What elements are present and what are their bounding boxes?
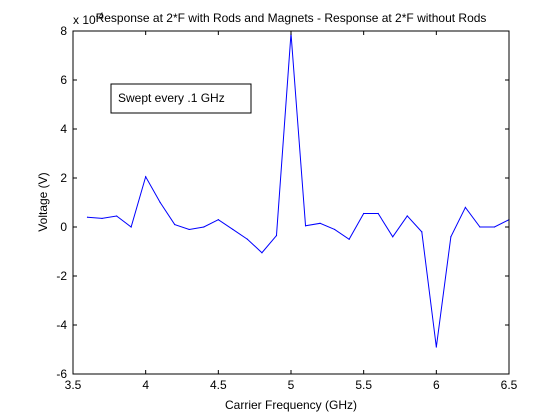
y-tick-label: -4 [56, 318, 67, 332]
data-point [87, 217, 88, 218]
data-point [436, 346, 437, 347]
data-point [363, 213, 364, 214]
data-point [218, 219, 219, 220]
data-point [232, 229, 233, 230]
y-axis-label: Voltage (V) [36, 172, 50, 231]
data-point [465, 207, 466, 208]
y-tick-label: 0 [60, 220, 67, 234]
y-tick-label: 4 [60, 122, 67, 136]
data-point [101, 218, 102, 219]
data-point [276, 235, 277, 236]
y-tick-label: 6 [60, 73, 67, 87]
data-point [319, 223, 320, 224]
y-multiplier-exponent: -4 [96, 11, 104, 21]
data-point [247, 239, 248, 240]
data-point [131, 226, 132, 227]
data-point [116, 215, 117, 216]
y-tick-label: 8 [60, 24, 67, 38]
y-tick-label: -2 [56, 269, 67, 283]
x-tick-label: 3.5 [65, 378, 82, 392]
x-tick-label: 4 [142, 378, 149, 392]
x-tick-label: 6.5 [501, 378, 518, 392]
data-point [261, 252, 262, 253]
data-point [479, 226, 480, 227]
data-point [407, 215, 408, 216]
x-tick-label: 6 [433, 378, 440, 392]
data-point [334, 229, 335, 230]
data-point [421, 231, 422, 232]
data-point [145, 176, 146, 177]
data-point [378, 213, 379, 214]
data-point [174, 224, 175, 225]
y-tick-label: -6 [56, 367, 67, 381]
y-tick-label: 2 [60, 171, 67, 185]
data-point [160, 202, 161, 203]
x-tick-label: 4.5 [210, 378, 227, 392]
data-point [494, 226, 495, 227]
data-point [189, 229, 190, 230]
chart-title: Response at 2*F with Rods and Magnets - … [96, 11, 487, 25]
x-tick-label: 5.5 [355, 378, 372, 392]
data-point [450, 236, 451, 237]
y-multiplier-base: x 10 [73, 13, 96, 27]
data-point [349, 239, 350, 240]
data-point [392, 236, 393, 237]
annotation-text: Swept every .1 GHz [118, 91, 225, 105]
data-point [305, 225, 306, 226]
x-axis-label: Carrier Frequency (GHz) [225, 398, 357, 412]
data-point [203, 226, 204, 227]
x-tick-label: 5 [288, 378, 295, 392]
